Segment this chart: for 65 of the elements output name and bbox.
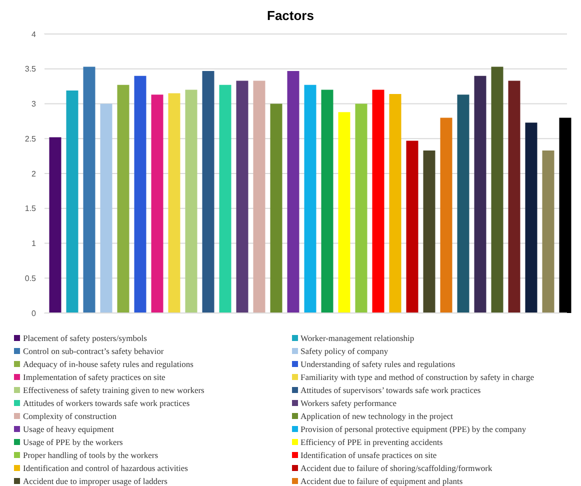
legend-label: Efficiency of PPE in preventing accidents [300,437,443,447]
legend-label: Identification and control of hazardous activities [23,463,188,473]
bar [134,76,146,313]
bar [525,122,538,313]
legend-label: Workers safety performance [300,398,397,408]
y-tick-label: 0.5 [24,274,37,283]
legend-label: Accident due to failure of shoring/scaffolding/formwork [300,463,492,473]
y-tick-label: 2.5 [24,134,37,144]
legend-label: Implementation of safety practices on site [23,372,166,382]
legend-label: Proper handling of tools by the workers [23,450,158,460]
legend-label: Usage of heavy equipment [23,424,114,434]
bar [440,118,452,313]
bar [542,150,554,313]
bar [491,66,504,313]
bar [168,93,180,313]
legend-label: Identification of unsafe practices on site [300,450,437,460]
bar [355,104,368,313]
bar [253,80,266,313]
bar [202,70,214,313]
legend-label: Placement of safety posters/symbols [23,333,147,343]
bar [389,94,402,313]
legend-label: Familiarity with type and method of construction by safety in charge [300,372,534,382]
legend-label: Worker-management relationship [300,333,414,343]
legend-label: Accident due to failure of equipment and plants [300,476,463,486]
legend-label: Attitudes of workers towards safe work practices [23,398,190,408]
bar [304,84,316,313]
bar [406,140,418,313]
bar [559,118,572,313]
bar [270,104,282,313]
bar [287,70,300,313]
y-tick-label: 4 [32,30,37,39]
y-tick-label: 1.5 [24,204,37,214]
bar [219,84,232,313]
y-tick-label: 0 [32,308,37,318]
legend-label: Safety policy of company [300,346,388,356]
bar [117,84,130,313]
bar [508,80,520,313]
y-tick-label: 3 [32,100,37,109]
bar [151,94,164,313]
legend-label: Usage of PPE by the workers [23,437,123,447]
legend-label: Control on sub-contract’s safety behavior [23,346,164,356]
bar [372,90,384,313]
y-tick-label: 3.5 [24,64,37,74]
legend-label: Accident due to improper usage of ladders [23,476,168,486]
bar [83,66,96,313]
legend-label: Provision of personal protective equipment (PPE) by the company [300,424,526,434]
y-tick-label: 2 [32,169,37,178]
bar [66,90,78,313]
legend-label: Effectiveness of safety training given to new workers [23,385,204,395]
bar [423,150,436,313]
bar [338,112,350,313]
bar [49,137,62,313]
y-tick-label: 1 [32,239,37,248]
chart-title: Factors [266,8,315,25]
legend-label: Attitudes of supervisors’ towards safe work practices [300,385,481,395]
legend-label: Understanding of safety rules and regulations [300,359,456,369]
bar [236,80,248,313]
bar [100,104,112,313]
bar [321,90,334,313]
bar [474,76,486,313]
legend-label: Application of new technology in the project [300,411,453,421]
bar [457,94,470,313]
legend-label: Adequacy of in-house safety rules and regulations [23,359,194,369]
bar [185,90,198,313]
legend-label: Complexity of construction [23,411,116,421]
